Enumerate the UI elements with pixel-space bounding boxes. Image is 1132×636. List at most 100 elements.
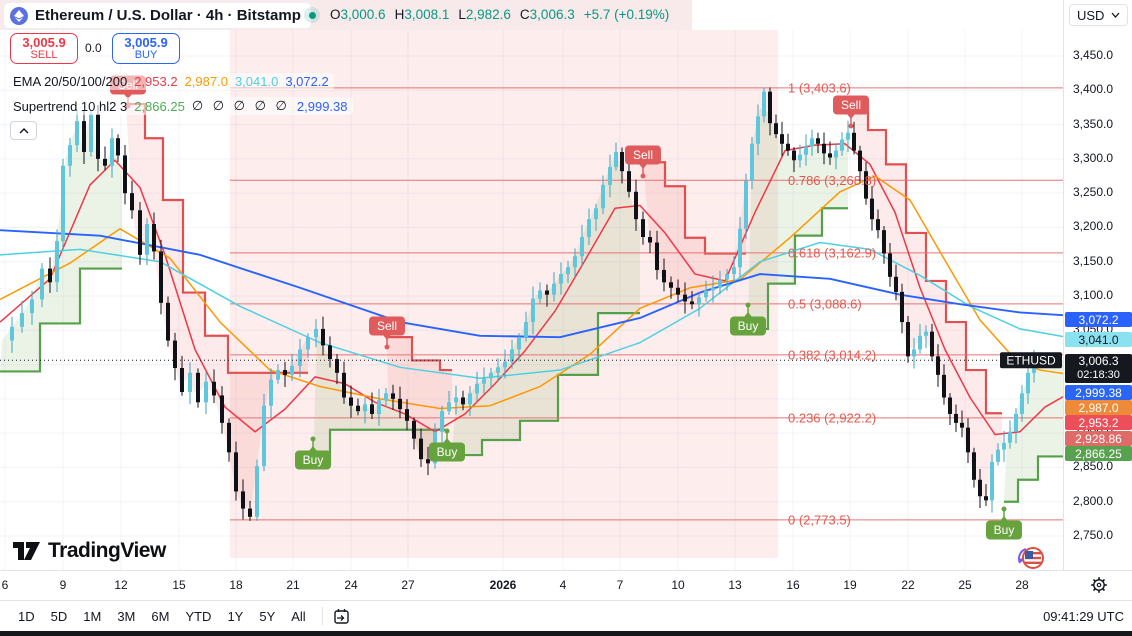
time-tick-label: 9 [59,578,67,592]
svg-text:Buy: Buy [437,445,458,459]
ema-50-value: 2,987.0 [184,74,228,89]
supertrend-empty-values: ∅ ∅ ∅ ∅ ∅ [191,98,290,113]
price-tick-label: 3,250.0 [1073,185,1114,200]
indicator-price-label: 3,072.2 [1065,312,1132,327]
range-1y[interactable]: 1Y [227,608,244,624]
time-tick-label: 15 [172,578,186,592]
us-flag-event-icon[interactable] [1016,546,1046,570]
chart-canvas[interactable]: 1 (3,403.6) 0.786 (3,268.8) 0.618 (3,162.9… [0,0,1063,570]
toolbar-separator [321,607,323,625]
range-5d[interactable]: 5D [50,608,68,624]
sell-signal-marker: Sell [833,95,869,129]
svg-text:Sell: Sell [377,319,397,333]
price-tick-label: 3,400.0 [1073,82,1114,97]
range-6m[interactable]: 6M [151,608,170,624]
currency-label: USD [1077,7,1105,23]
range-3m[interactable]: 3M [117,608,136,624]
range-all[interactable]: All [291,608,306,624]
supertrend-fill [1004,360,1063,502]
range-1m[interactable]: 1M [83,608,102,624]
ema-legend-title: EMA 20/50/100/200 [13,74,128,89]
range-toolbar: 1D 5D 1M 3M 6M YTD 1Y 5Y All 09:41:29 UT… [0,600,1132,631]
ema-100-value: 3,041.0 [234,74,279,89]
time-tick-label: 13 [728,578,742,592]
time-tick-label: 2026 [489,578,517,592]
supertrend-legend-title: Supertrend 10 hl2 3 [13,98,128,114]
time-tick-label: 18 [229,578,243,592]
ohlc-values: O3,000.6 H3,008.1 L2,982.6 C3,006.3 +5.7… [330,7,670,22]
time-tick-label: 21 [286,578,300,592]
range-5y[interactable]: 5Y [259,608,276,624]
time-tick-label: 24 [344,578,358,592]
candles-layer [10,87,1036,521]
price-tick-label: 3,100.0 [1073,288,1114,302]
sell-signal-marker: Sell [369,316,405,350]
supertrend-fill [851,102,1002,501]
symbol-tag-label: ETHUSD [1006,353,1056,367]
ema-200-value: 3,072.2 [285,74,329,89]
bottom-edge-strip [0,631,1132,636]
time-tick-label: 10 [671,578,685,592]
buy-button[interactable]: 3,005.9 BUY [112,33,180,64]
svg-text:Buy: Buy [994,523,1015,537]
tradingview-watermark[interactable]: TradingView [13,539,166,563]
ema-100-line [0,241,1063,380]
price-tick-label: 3,150.0 [1073,253,1114,268]
chevron-up-icon [19,127,28,133]
fib-level-label: 1 (3,403.6) [788,80,851,95]
price-tick-label: 3,300.0 [1073,150,1114,165]
watermark-text: TradingView [48,539,166,562]
buy-signal-marker: Buy [295,436,331,470]
price-tick-label: 2,850.0 [1073,459,1114,474]
supertrend-line-sell [387,336,452,372]
tradingview-logo-icon [13,541,40,560]
price-tick-label: 3,200.0 [1073,219,1114,234]
supertrend-line-sell [126,102,308,374]
indicator-price-label: 2,953.2 [1065,415,1132,430]
calendar-icon[interactable] [331,605,353,627]
price-chart[interactable]: 1 (3,403.6) 0.786 (3,268.8) 0.618 (3,162.9… [0,0,1063,570]
spread-value: 0.0 [85,41,102,55]
time-tick-label: 6 [1,578,9,592]
svg-text:Sell: Sell [633,148,653,162]
range-1d[interactable]: 1D [18,608,35,624]
time-tick-label: 27 [401,578,415,592]
gear-icon[interactable] [1090,576,1110,596]
price-tick-label: 3,450.0 [1073,48,1114,62]
svg-text:Sell: Sell [841,98,861,112]
time-tick-label: 28 [1015,578,1029,592]
price-axis[interactable]: USD 3,450.0 3,400.0 3,350.0 3,300.0 3,250.0 3… [1063,0,1132,570]
sell-signal-marker: Sell [625,145,661,179]
supertrend-fill [0,119,122,372]
fib-level-label: 0.236 (2,922.2) [788,410,876,425]
ema-indicator-legend[interactable]: EMA 20/50/100/200 2,953.2 2,987.0 3,041.… [8,73,334,90]
supertrend-fill [748,108,848,329]
symbol-title: Ethereum / U.S. Dollar · 4h · Bitstamp [35,7,301,24]
fib-level-label: 0.5 (3,088.6) [788,296,862,311]
svg-text:Buy: Buy [303,453,324,467]
time-tick-label: 12 [114,578,128,592]
price-tick-label: 3,350.0 [1073,116,1114,131]
collapse-legend-button[interactable] [10,121,37,140]
ema-20-value: 2,953.2 [134,74,178,89]
supertrend-fill [643,162,746,304]
symbol-title-button[interactable]: Ethereum / U.S. Dollar · 4h · Bitstamp [4,3,311,28]
time-axis[interactable]: 6 9 12 15 18 21 24 27 2026 4 7 10 13 16 19 22 25 28 [0,570,1132,600]
range-ytd[interactable]: YTD [185,608,212,624]
time-tick-label: 7 [616,578,624,592]
symbol-tag [1000,352,1062,369]
currency-selector[interactable]: USD [1069,4,1128,26]
buy-signal-marker: Buy [986,506,1022,540]
market-status-dot[interactable] [304,7,320,23]
supertrend-stop-value: 2,999.38 [296,98,348,114]
fib-level-label: 0.786 (3,268.8) [788,173,876,188]
indicator-price-label: 3,041.0 [1065,332,1132,347]
supertrend-indicator-legend[interactable]: Supertrend 10 hl2 3 2,866.25 ∅ ∅ ∅ ∅ ∅ 2… [8,97,353,115]
supertrend-line-buy [0,267,122,373]
utc-clock: 09:41:29 UTC [1043,608,1124,624]
time-tick-label: 25 [958,578,972,592]
sell-button[interactable]: 3,005.9 SELL [10,33,78,64]
fib-retracement-band [230,30,778,558]
time-tick-label: 19 [843,578,857,592]
